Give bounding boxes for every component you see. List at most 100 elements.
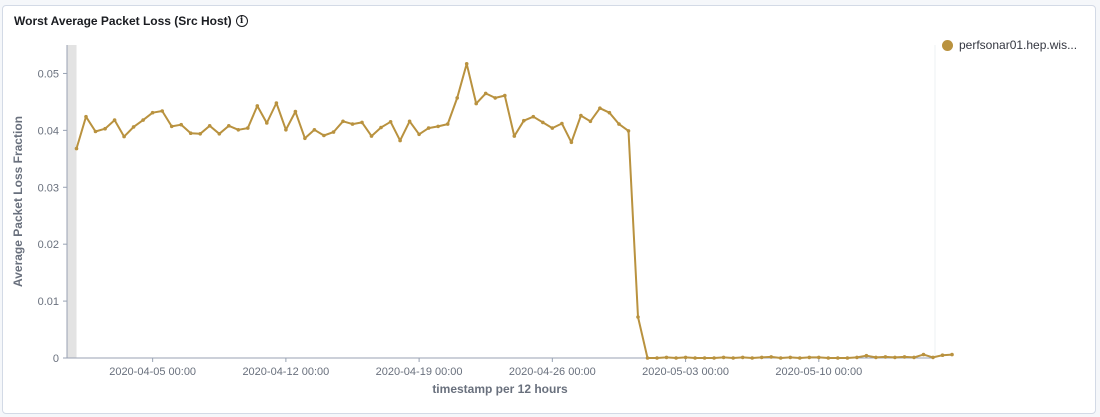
data-point [227, 124, 231, 128]
data-point [617, 122, 621, 126]
data-point [817, 355, 821, 360]
data-point [912, 355, 916, 360]
data-point [636, 315, 640, 319]
data-point [312, 128, 317, 132]
x-axis-title: timestamp per 12 hours [432, 382, 568, 396]
data-point [788, 355, 793, 360]
data-point [265, 121, 269, 125]
y-tick-label: 0.02 [38, 239, 59, 251]
data-point [255, 104, 260, 108]
data-point [198, 132, 202, 136]
data-point [379, 125, 383, 130]
data-point [826, 356, 831, 360]
y-axis-title: Average Packet Loss Fraction [11, 116, 25, 287]
data-point [769, 355, 773, 359]
x-tick-label: 2020-05-03 00:00 [642, 366, 729, 378]
data-point [588, 119, 593, 124]
data-point [169, 124, 174, 129]
data-point [398, 138, 402, 143]
data-point [74, 146, 79, 151]
data-point [550, 126, 555, 130]
data-point [131, 125, 136, 129]
data-point [284, 128, 288, 132]
data-point [845, 356, 850, 360]
data-point [798, 356, 802, 360]
data-point [855, 355, 859, 360]
data-point [246, 126, 250, 130]
data-point [693, 356, 697, 360]
data-point [864, 353, 869, 358]
data-point [341, 119, 345, 124]
data-point [369, 134, 374, 138]
x-tick-label: 2020-04-19 00:00 [376, 366, 463, 378]
legend-swatch [942, 39, 953, 51]
data-point [417, 132, 421, 137]
data-point [236, 128, 241, 132]
data-point [664, 355, 669, 360]
data-point [512, 134, 517, 138]
panel-header: Worst Average Packet Loss (Src Host) i [14, 12, 248, 30]
data-point [626, 129, 631, 133]
data-point [217, 132, 222, 136]
data-point [455, 96, 460, 100]
y-tick-label: 0.05 [38, 68, 59, 80]
data-point [141, 118, 145, 122]
data-point [531, 114, 536, 119]
data-point [360, 120, 364, 125]
x-tick-label: 2020-04-05 00:00 [109, 366, 196, 378]
series-line [75, 62, 953, 359]
data-point [493, 96, 498, 100]
data-point [931, 355, 935, 360]
data-point [560, 121, 564, 126]
panel-title: Worst Average Packet Loss (Src Host) [14, 14, 232, 28]
data-point [740, 355, 745, 360]
data-point [122, 134, 126, 139]
data-point [322, 133, 326, 138]
y-tick-label: 0.03 [38, 182, 59, 194]
data-point [445, 122, 450, 126]
data-point [303, 136, 307, 141]
x-tick-label: 2020-04-26 00:00 [509, 366, 596, 378]
data-point [503, 93, 507, 98]
data-point [683, 355, 688, 360]
data-point [883, 355, 888, 359]
data-point [426, 126, 431, 130]
data-point [579, 113, 583, 118]
data-point [902, 355, 907, 359]
data-point [150, 110, 155, 115]
data-point [350, 122, 355, 126]
y-tick-label: 0.04 [38, 125, 59, 137]
partial-bucket-shade [67, 45, 77, 358]
data-point [921, 352, 926, 357]
data-point [541, 120, 545, 125]
x-tick-label: 2020-04-12 00:00 [242, 366, 329, 378]
data-point [160, 109, 164, 113]
data-point [598, 106, 602, 110]
legend-item[interactable]: perfsonar01.hep.wis... [942, 38, 1099, 52]
data-point [388, 120, 393, 124]
data-point [436, 124, 440, 129]
y-tick-label: 0 [53, 353, 59, 365]
data-point [293, 109, 298, 114]
data-point [940, 353, 945, 358]
data-point [474, 101, 479, 106]
data-point [188, 131, 193, 135]
data-point [893, 355, 897, 360]
data-point [702, 356, 707, 360]
x-tick-label: 2020-05-10 00:00 [775, 366, 862, 378]
data-point [836, 356, 840, 360]
data-point [522, 118, 526, 123]
data-point [464, 62, 469, 66]
data-point [274, 101, 279, 105]
data-point [721, 355, 726, 360]
data-point [331, 130, 336, 134]
info-icon[interactable]: i [235, 15, 248, 27]
data-point [407, 119, 412, 124]
data-point [778, 356, 783, 360]
data-point [674, 356, 678, 360]
data-point [950, 352, 954, 357]
data-point [179, 122, 183, 127]
data-point [655, 356, 659, 360]
y-tick-label: 0.01 [38, 296, 59, 308]
